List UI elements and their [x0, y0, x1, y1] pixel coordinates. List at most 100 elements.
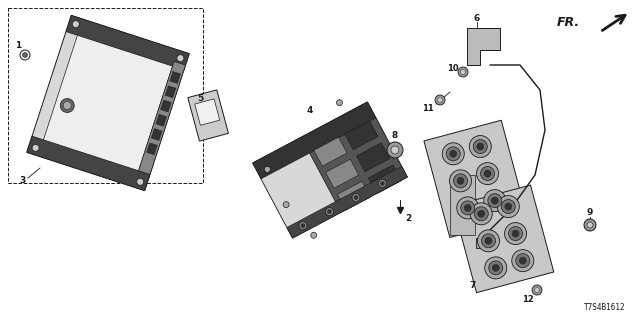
Polygon shape	[314, 137, 347, 166]
Polygon shape	[261, 153, 341, 238]
Circle shape	[449, 170, 472, 192]
Circle shape	[378, 180, 387, 188]
Circle shape	[587, 222, 593, 228]
Circle shape	[492, 197, 499, 204]
Polygon shape	[195, 99, 220, 125]
Circle shape	[464, 204, 471, 212]
Polygon shape	[66, 15, 189, 70]
Polygon shape	[161, 100, 172, 112]
Circle shape	[519, 257, 526, 264]
Circle shape	[477, 163, 499, 185]
Polygon shape	[287, 166, 407, 238]
Circle shape	[516, 254, 530, 268]
Circle shape	[391, 146, 399, 154]
Circle shape	[584, 219, 596, 231]
Polygon shape	[27, 15, 189, 191]
Circle shape	[32, 144, 39, 151]
Circle shape	[60, 99, 74, 113]
Circle shape	[484, 257, 507, 279]
Circle shape	[481, 167, 495, 180]
Circle shape	[477, 143, 484, 150]
Circle shape	[461, 69, 465, 75]
Polygon shape	[42, 30, 174, 175]
Circle shape	[72, 21, 79, 28]
Polygon shape	[337, 181, 371, 210]
Circle shape	[435, 95, 445, 105]
Circle shape	[481, 234, 495, 248]
Circle shape	[326, 208, 333, 216]
Circle shape	[509, 227, 522, 241]
Text: 3: 3	[19, 175, 25, 185]
Circle shape	[474, 207, 488, 221]
Circle shape	[501, 200, 515, 213]
Circle shape	[488, 194, 502, 208]
Circle shape	[380, 181, 385, 186]
Polygon shape	[467, 28, 500, 65]
Circle shape	[354, 196, 358, 200]
Circle shape	[337, 100, 342, 106]
Text: 5: 5	[197, 93, 203, 102]
Circle shape	[505, 203, 512, 210]
Text: T7S4B1612: T7S4B1612	[584, 303, 625, 313]
Text: 11: 11	[422, 103, 434, 113]
Circle shape	[387, 142, 403, 158]
Polygon shape	[156, 114, 166, 126]
Circle shape	[177, 55, 184, 62]
Circle shape	[504, 223, 527, 244]
Circle shape	[137, 178, 144, 185]
Circle shape	[474, 140, 487, 154]
Text: 8: 8	[392, 131, 398, 140]
Circle shape	[299, 222, 307, 230]
Polygon shape	[165, 86, 176, 98]
Polygon shape	[368, 165, 401, 194]
Text: 1: 1	[15, 41, 21, 50]
Polygon shape	[151, 129, 162, 140]
Circle shape	[532, 285, 542, 295]
Text: 4: 4	[307, 106, 313, 115]
Circle shape	[352, 194, 360, 202]
Circle shape	[328, 210, 332, 214]
Circle shape	[301, 224, 305, 228]
Circle shape	[450, 150, 457, 157]
Circle shape	[484, 190, 506, 212]
Circle shape	[497, 196, 519, 218]
Circle shape	[484, 170, 491, 177]
Circle shape	[438, 98, 442, 102]
Text: 9: 9	[587, 207, 593, 217]
Text: 10: 10	[447, 63, 459, 73]
Circle shape	[512, 230, 519, 237]
Polygon shape	[345, 121, 378, 150]
Polygon shape	[188, 90, 228, 141]
Circle shape	[457, 197, 479, 219]
Circle shape	[489, 261, 503, 275]
Text: 7: 7	[470, 281, 476, 290]
Circle shape	[283, 202, 289, 208]
Circle shape	[457, 177, 464, 184]
Polygon shape	[253, 102, 407, 238]
Polygon shape	[147, 143, 157, 155]
Polygon shape	[310, 118, 407, 212]
FancyBboxPatch shape	[476, 238, 494, 248]
Circle shape	[264, 166, 270, 172]
Circle shape	[454, 174, 467, 188]
Circle shape	[446, 147, 460, 161]
Polygon shape	[253, 102, 376, 179]
Circle shape	[492, 264, 499, 271]
Circle shape	[470, 203, 492, 225]
Circle shape	[22, 52, 28, 58]
Circle shape	[477, 210, 484, 217]
Polygon shape	[326, 159, 359, 188]
Polygon shape	[453, 185, 554, 293]
Text: 12: 12	[522, 295, 534, 305]
Circle shape	[458, 67, 468, 77]
Circle shape	[485, 237, 492, 244]
Circle shape	[469, 136, 492, 157]
Polygon shape	[170, 71, 180, 84]
Text: 2: 2	[405, 213, 411, 222]
Polygon shape	[27, 136, 150, 191]
Polygon shape	[450, 175, 475, 235]
Polygon shape	[138, 61, 186, 174]
Circle shape	[512, 250, 534, 272]
Polygon shape	[356, 143, 390, 172]
Circle shape	[461, 201, 475, 215]
